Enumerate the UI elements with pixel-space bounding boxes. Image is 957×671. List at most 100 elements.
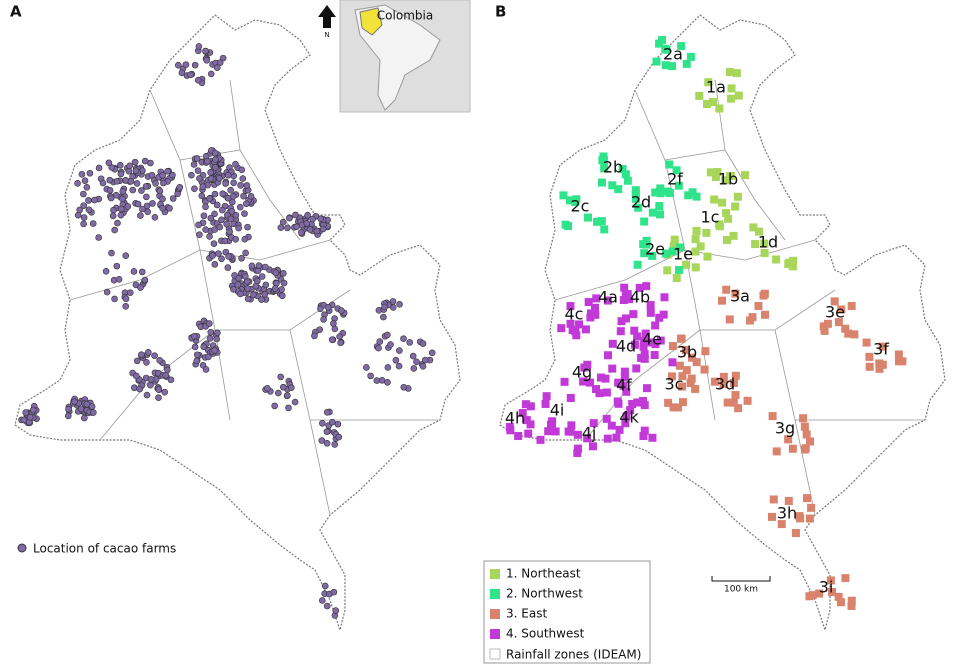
farm-square xyxy=(768,412,777,421)
farm-square xyxy=(740,171,749,180)
zone-label: 2e xyxy=(645,240,665,259)
farm-square xyxy=(603,296,612,305)
farm-point xyxy=(242,249,249,257)
farm-point xyxy=(392,356,400,364)
farm-point xyxy=(280,383,287,391)
farm-point xyxy=(235,224,242,232)
farm-point xyxy=(243,182,251,189)
farm-point xyxy=(277,373,285,381)
legend-frame xyxy=(483,560,651,664)
farm-point xyxy=(89,220,97,227)
farm-square xyxy=(686,52,695,61)
farm-square xyxy=(629,310,638,319)
farm-square xyxy=(788,444,797,453)
farm-square xyxy=(732,69,741,78)
farm-square xyxy=(688,188,697,197)
farm-point xyxy=(244,223,251,231)
farm-square xyxy=(551,427,560,436)
farm-point xyxy=(304,211,311,219)
farm-point xyxy=(226,228,233,236)
farm-point xyxy=(234,281,242,288)
legend-swatch xyxy=(490,589,500,599)
zone-label: 4k xyxy=(619,408,639,427)
farm-square xyxy=(564,222,573,231)
farm-square xyxy=(692,358,701,367)
farm-point xyxy=(119,188,127,195)
farm-point xyxy=(113,177,121,185)
farm-square xyxy=(760,239,769,248)
farm-square xyxy=(621,419,630,428)
farm-point xyxy=(363,364,370,371)
farm-square xyxy=(542,392,551,401)
farm-point xyxy=(207,175,215,182)
farm-square xyxy=(704,78,713,87)
zone-label: 3g xyxy=(775,419,795,438)
farm-square xyxy=(639,432,648,441)
farm-point xyxy=(176,183,184,191)
farm-square xyxy=(674,181,683,190)
farm-point xyxy=(319,597,326,604)
farm-square xyxy=(754,302,763,311)
farm-square xyxy=(597,217,606,226)
farm-square xyxy=(733,192,742,201)
farm-square xyxy=(651,321,660,330)
farm-square xyxy=(618,165,627,174)
farm-point xyxy=(143,202,151,210)
farm-square xyxy=(723,235,732,244)
farm-square xyxy=(541,399,550,408)
farm-point xyxy=(112,191,120,199)
farm-square xyxy=(718,296,727,305)
farm-square xyxy=(597,178,606,187)
farm-point xyxy=(122,252,130,260)
farm-point xyxy=(406,339,413,346)
farm-point xyxy=(167,376,175,384)
farm-square xyxy=(620,283,629,292)
farm-point xyxy=(219,206,226,214)
farm-square xyxy=(701,347,710,356)
farm-point xyxy=(271,402,278,410)
farm-square xyxy=(655,188,664,197)
farm-point xyxy=(194,76,202,84)
farm-point xyxy=(80,190,87,198)
farm-square xyxy=(536,435,545,444)
farm-square xyxy=(650,351,659,360)
farm-square xyxy=(588,442,597,451)
farm-point xyxy=(137,212,144,219)
farm-square xyxy=(691,247,700,256)
farm-square xyxy=(734,404,743,413)
farm-point xyxy=(111,295,118,303)
farm-point xyxy=(280,279,288,287)
farm-square xyxy=(674,403,683,412)
farm-square xyxy=(830,297,839,306)
farm-point xyxy=(91,196,98,204)
farm-point xyxy=(138,187,145,194)
farm-point xyxy=(331,325,339,333)
farm-point xyxy=(95,234,102,241)
farm-square xyxy=(572,331,581,340)
farm-square xyxy=(692,226,701,235)
farm-point xyxy=(219,190,227,198)
farm-point xyxy=(214,329,221,337)
farm-square xyxy=(638,397,647,406)
farm-point xyxy=(216,59,224,66)
farm-point xyxy=(126,162,133,170)
farm-square xyxy=(631,190,640,199)
farm-square xyxy=(727,84,736,93)
farm-point xyxy=(323,602,331,610)
farm-point xyxy=(328,336,336,344)
farm-point xyxy=(291,398,299,406)
farm-point xyxy=(137,284,144,291)
farm-square xyxy=(703,99,712,108)
farm-square xyxy=(623,176,632,185)
farm-point xyxy=(209,252,216,259)
farm-square xyxy=(615,425,624,434)
farm-point xyxy=(195,221,202,229)
farm-square xyxy=(557,324,566,333)
zone-label: 4j xyxy=(582,424,597,443)
farm-point xyxy=(202,47,209,55)
zone-points xyxy=(505,36,907,610)
panel-a: A Colombia N Location of cacao farms xyxy=(10,0,471,631)
zone-label: 4g xyxy=(572,363,592,382)
farm-point xyxy=(241,210,248,217)
farm-point xyxy=(337,339,344,347)
